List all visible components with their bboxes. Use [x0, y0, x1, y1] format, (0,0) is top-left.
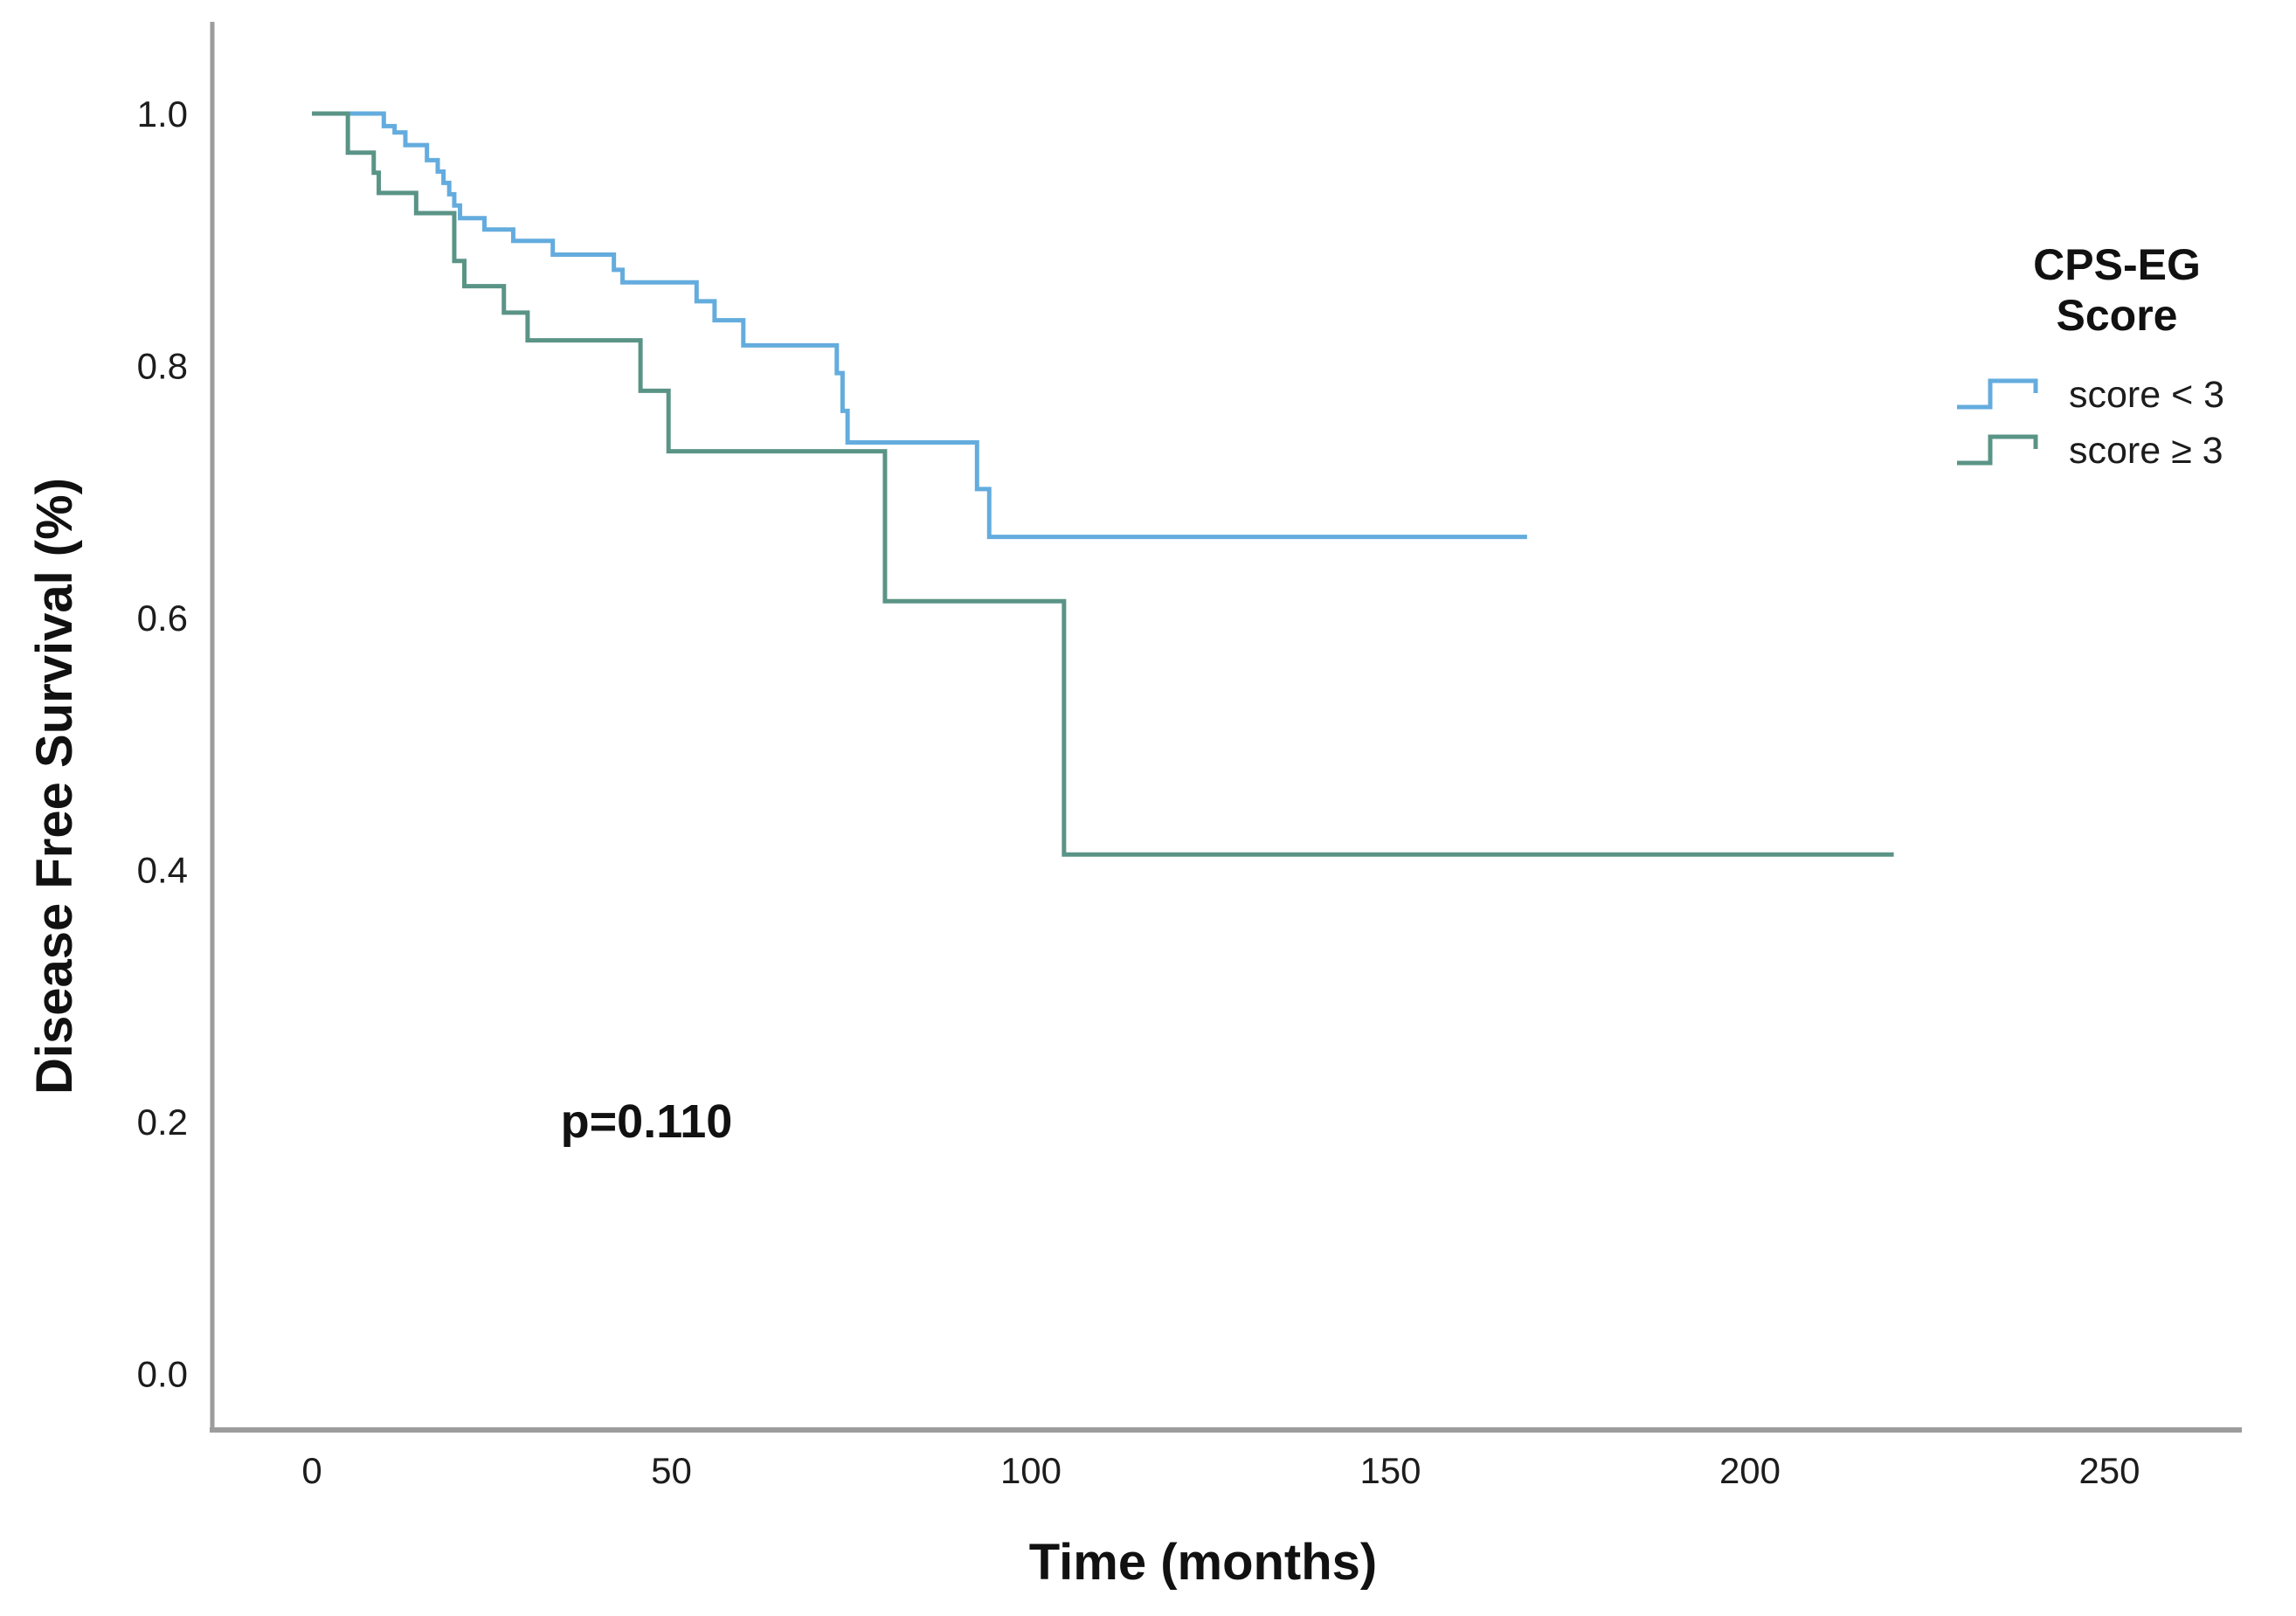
legend-step-icon-0: [1957, 378, 2038, 410]
y-tick-label-0.8: 0.8: [137, 346, 188, 387]
legend: CPS-EG Score score < 3 score ≥ 3: [1957, 240, 2224, 472]
x-tick-label-0: 0: [301, 1450, 322, 1491]
x-tick-label-200: 200: [1719, 1450, 1781, 1491]
x-tick-label-150: 150: [1359, 1450, 1421, 1491]
legend-title-line1: CPS-EG: [2033, 240, 2201, 289]
plot-layer: 0.0 0.2 0.4 0.6 0.8 1.0 0 50 100 150 200 250: [137, 22, 2242, 1491]
y-axis-title: Disease Free Survival (%): [26, 478, 83, 1095]
y-tick-label-0.6: 0.6: [137, 597, 188, 639]
legend-items: score < 3 score ≥ 3: [1957, 374, 2224, 472]
x-axis-title: Time (months): [1029, 1534, 1378, 1591]
legend-title-line2: Score: [2057, 291, 2178, 340]
y-tick-label-1.0: 1.0: [137, 93, 188, 135]
legend-label-0: score < 3: [2069, 374, 2224, 416]
x-tick-label-100: 100: [1000, 1450, 1062, 1491]
y-tick-label-0.2: 0.2: [137, 1102, 188, 1143]
p-value-annotation: p=0.110: [561, 1095, 733, 1148]
survival-curve-1: [312, 111, 1894, 857]
y-tick-label-0.0: 0.0: [137, 1354, 188, 1395]
y-tick-label-0.4: 0.4: [137, 850, 188, 891]
survival-curve-0: [312, 111, 1527, 540]
x-tick-label-50: 50: [651, 1450, 692, 1491]
legend-item-0: score < 3: [1957, 374, 2224, 416]
x-tick-label-250: 250: [2078, 1450, 2140, 1491]
legend-step-icon-1: [1957, 434, 2038, 466]
legend-label-1: score ≥ 3: [2069, 430, 2223, 472]
legend-item-1: score ≥ 3: [1957, 430, 2223, 472]
